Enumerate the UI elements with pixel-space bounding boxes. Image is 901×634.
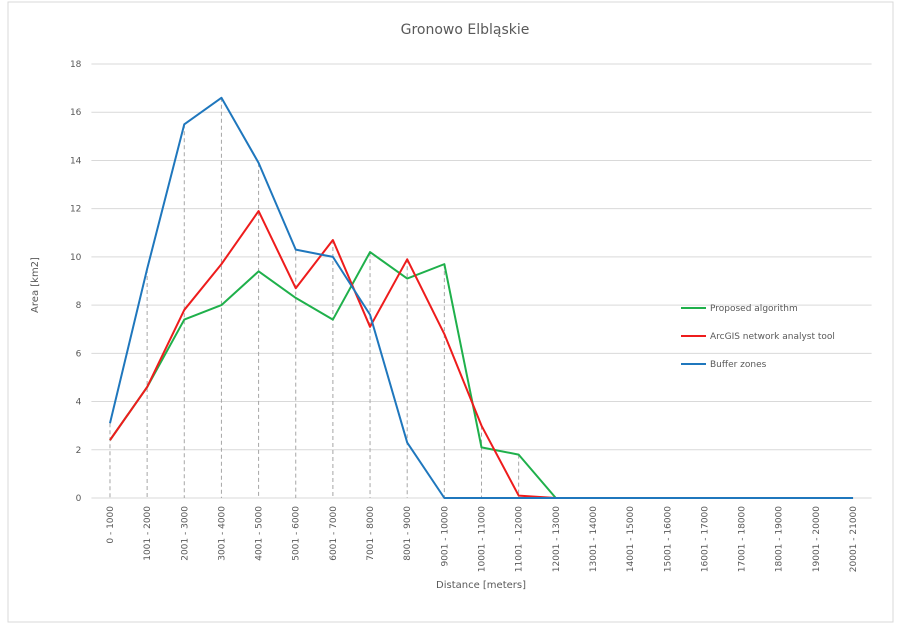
- x-tick-label: 3001 - 4000: [217, 506, 227, 561]
- x-tick-label: 13001 - 14000: [589, 506, 599, 573]
- x-tick-label: 18001 - 19000: [775, 506, 785, 573]
- x-tick-label: 19001 - 20000: [812, 506, 822, 573]
- x-tick-label: 11001 - 12000: [515, 506, 525, 573]
- y-tick-label: 14: [70, 156, 82, 166]
- legend-label: Buffer zones: [710, 360, 767, 370]
- x-tick-label: 17001 - 18000: [738, 506, 748, 573]
- y-tick-label: 4: [76, 398, 82, 408]
- chart-border: [7, 1, 894, 623]
- y-tick-label: 16: [70, 108, 82, 118]
- y-tick-label: 8: [76, 301, 82, 311]
- x-tick-label: 8001 - 9000: [403, 506, 413, 561]
- x-tick-label: 14001 - 15000: [626, 506, 636, 573]
- legend-label: Proposed algorithm: [710, 304, 798, 314]
- x-tick-label: 0 - 1000: [106, 506, 116, 544]
- y-tick-label: 18: [70, 60, 82, 70]
- y-tick-label: 10: [70, 253, 82, 263]
- x-tick-label: 9001 - 10000: [440, 506, 450, 567]
- y-tick-label: 2: [76, 446, 82, 456]
- x-tick-label: 7001 - 8000: [366, 506, 376, 561]
- x-axis-title: Distance [meters]: [436, 580, 526, 591]
- x-tick-label: 16001 - 17000: [700, 506, 710, 573]
- x-tick-label: 1001 - 2000: [143, 506, 153, 561]
- chart-title: Gronowo Elbląskie: [401, 22, 530, 38]
- legend-label: ArcGIS network analyst tool: [710, 332, 835, 342]
- series-line: [109, 96, 854, 499]
- x-tick-label: 2001 - 3000: [180, 506, 190, 561]
- y-axis-title: Area [km2]: [30, 257, 41, 313]
- x-tick-label: 10001 - 11000: [478, 506, 488, 573]
- y-tick-label: 6: [76, 349, 82, 359]
- y-tick-label: 12: [70, 205, 81, 215]
- x-tick-label: 20001 - 21000: [849, 506, 859, 573]
- y-tick-label: 0: [76, 494, 82, 504]
- x-tick-label: 15001 - 16000: [663, 506, 673, 573]
- x-tick-label: 6001 - 7000: [329, 506, 339, 561]
- x-tick-label: 4001 - 5000: [255, 506, 265, 561]
- x-tick-label: 12001 - 13000: [552, 506, 562, 573]
- x-tick-label: 5001 - 6000: [292, 506, 302, 561]
